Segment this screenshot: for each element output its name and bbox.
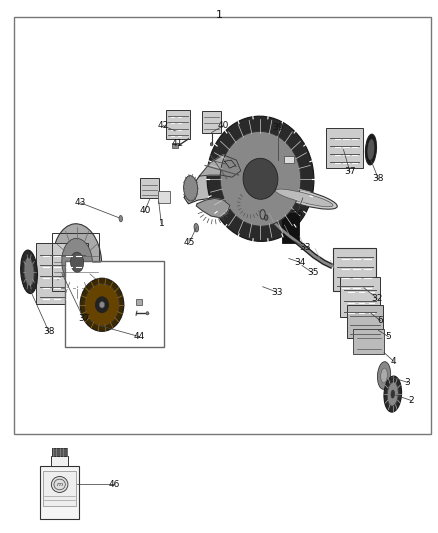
Text: 44: 44 [134, 332, 145, 341]
Ellipse shape [80, 278, 124, 332]
Ellipse shape [71, 252, 84, 272]
Ellipse shape [381, 368, 387, 383]
Text: 1: 1 [215, 10, 223, 20]
Ellipse shape [368, 140, 374, 159]
Text: 37: 37 [344, 167, 356, 176]
Ellipse shape [21, 250, 38, 294]
Ellipse shape [95, 297, 109, 313]
Ellipse shape [24, 258, 34, 286]
Text: 6: 6 [378, 316, 383, 325]
Ellipse shape [391, 390, 395, 398]
Bar [36, 243, 88, 304]
Bar [51, 456, 68, 466]
Bar [40, 466, 79, 519]
Text: 38: 38 [43, 327, 54, 336]
Ellipse shape [271, 187, 337, 209]
Text: 37: 37 [78, 314, 89, 323]
Text: 40: 40 [139, 206, 151, 215]
Text: 46: 46 [109, 480, 120, 489]
Text: 45: 45 [184, 238, 195, 247]
Bar [43, 471, 76, 506]
Text: 33: 33 [271, 287, 283, 296]
Bar [202, 111, 221, 133]
Ellipse shape [51, 477, 68, 492]
Text: 2: 2 [408, 396, 414, 405]
Polygon shape [225, 160, 236, 168]
Ellipse shape [276, 189, 333, 207]
Bar [52, 233, 99, 292]
Text: 40: 40 [218, 121, 229, 130]
Ellipse shape [387, 382, 398, 406]
Bar [326, 128, 363, 168]
Bar [52, 448, 67, 456]
Ellipse shape [194, 223, 198, 232]
Text: m: m [57, 482, 63, 487]
Ellipse shape [220, 132, 301, 226]
Bar [65, 261, 163, 348]
Text: 3: 3 [405, 378, 410, 387]
Ellipse shape [265, 215, 268, 220]
Polygon shape [196, 198, 230, 217]
Ellipse shape [146, 312, 149, 315]
Bar [172, 143, 178, 149]
Ellipse shape [378, 362, 391, 389]
Bar [347, 305, 383, 338]
Text: 4: 4 [391, 357, 396, 366]
Ellipse shape [243, 158, 278, 199]
Bar [340, 277, 380, 317]
Bar [14, 17, 431, 434]
Text: 1: 1 [159, 220, 164, 229]
Text: 35: 35 [307, 269, 318, 277]
Ellipse shape [210, 143, 213, 146]
Ellipse shape [365, 134, 377, 165]
Text: 34: 34 [294, 258, 305, 266]
Bar [158, 191, 170, 203]
Text: 42: 42 [158, 121, 169, 130]
Bar [285, 157, 294, 163]
Ellipse shape [119, 215, 123, 222]
Polygon shape [199, 155, 241, 177]
Text: 33: 33 [300, 244, 311, 253]
Text: 36: 36 [291, 210, 303, 219]
Text: 41: 41 [172, 139, 183, 148]
Bar [283, 213, 299, 243]
Polygon shape [184, 168, 250, 209]
Ellipse shape [62, 238, 92, 286]
Ellipse shape [260, 209, 265, 219]
Text: 5: 5 [385, 332, 391, 341]
Text: 32: 32 [371, 294, 383, 303]
Ellipse shape [99, 302, 105, 308]
Ellipse shape [85, 284, 120, 326]
Ellipse shape [207, 116, 314, 241]
Ellipse shape [184, 175, 198, 201]
Bar [136, 300, 142, 305]
Bar [141, 178, 159, 198]
Bar [166, 110, 190, 139]
Text: 38: 38 [373, 174, 384, 183]
Ellipse shape [53, 224, 102, 301]
Ellipse shape [384, 376, 402, 412]
Text: 39: 39 [272, 123, 284, 132]
Text: 43: 43 [74, 198, 86, 207]
Ellipse shape [239, 191, 262, 216]
Bar [353, 329, 384, 354]
Bar [333, 248, 376, 292]
